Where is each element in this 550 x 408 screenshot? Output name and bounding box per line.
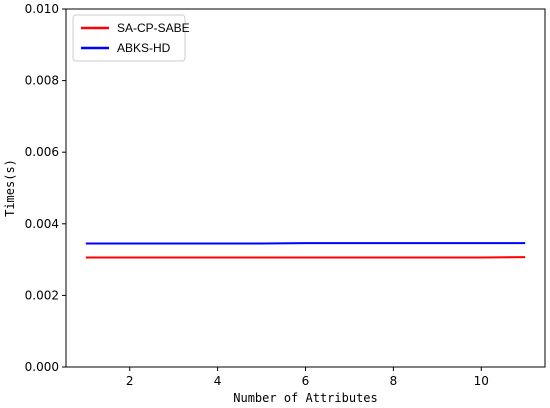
plot-content bbox=[85, 242, 526, 259]
x-tick-label: 6 bbox=[302, 374, 310, 388]
x-tick-label: 4 bbox=[214, 374, 222, 388]
y-tick-label: 0.008 bbox=[25, 74, 59, 88]
legend: SA-CP-SABE ABKS-HD bbox=[72, 14, 190, 62]
y-tick-label: 0.002 bbox=[25, 288, 59, 302]
x-tick-label: 2 bbox=[126, 374, 134, 388]
x-axis-ticks: 2 4 6 8 10 bbox=[126, 367, 489, 388]
y-tick-label: 0.000 bbox=[25, 360, 59, 374]
legend-box bbox=[72, 14, 186, 62]
y-tick-label: 0.006 bbox=[25, 145, 59, 159]
legend-label: SA-CP-SABE bbox=[117, 21, 190, 35]
plot-frame bbox=[65, 8, 546, 368]
x-axis-label: Number of Attributes bbox=[233, 391, 378, 405]
y-axis-ticks: 0.000 0.002 0.004 0.006 0.008 0.010 bbox=[25, 2, 66, 374]
x-tick-label: 10 bbox=[474, 374, 489, 388]
y-tick-label: 0.010 bbox=[25, 2, 59, 16]
x-tick-label: 8 bbox=[390, 374, 398, 388]
y-tick-label: 0.004 bbox=[25, 217, 59, 231]
legend-label: ABKS-HD bbox=[117, 41, 171, 55]
y-axis-label: Times(s) bbox=[3, 159, 17, 217]
